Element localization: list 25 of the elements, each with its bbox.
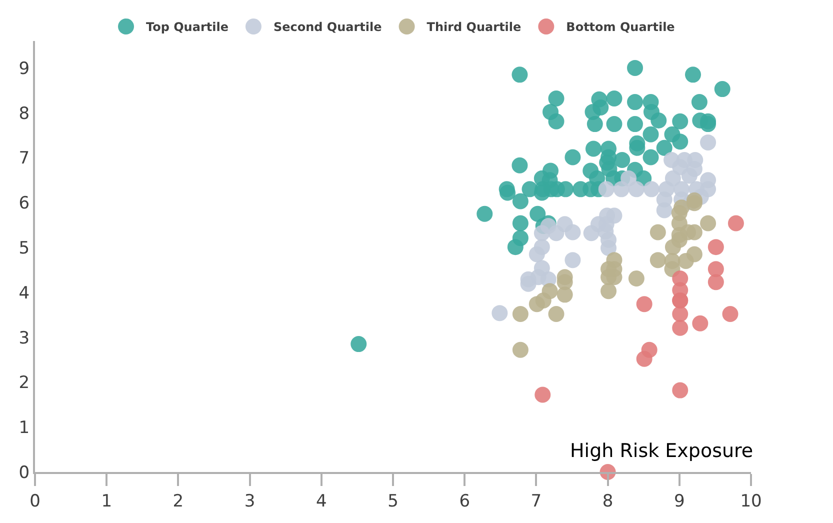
y-tick-label: 5 — [18, 238, 30, 258]
x-tick-label: 8 — [602, 491, 614, 512]
x-tick-label: 3 — [244, 491, 256, 512]
x-tick-label: 4 — [316, 491, 327, 512]
legend-label: Third Quartile — [426, 20, 522, 34]
y-tick-label: 8 — [18, 104, 30, 124]
y-tick-label: 4 — [18, 283, 30, 304]
y-tick-label: 9 — [18, 58, 30, 79]
x-tick-label: 5 — [388, 491, 398, 512]
y-tick-label: 1 — [18, 418, 30, 438]
y-tick-label: 3 — [18, 328, 30, 348]
x-tick-label: 1 — [101, 491, 112, 512]
y-tick-label: 6 — [18, 194, 30, 214]
x-tick-label: 9 — [674, 491, 685, 512]
y-tick-label: 0 — [18, 462, 30, 483]
x-tick-label: 6 — [459, 491, 470, 512]
y-tick-label: 2 — [18, 373, 30, 394]
legend-label: Bottom Quartile — [566, 20, 675, 34]
x-tick-label: 7 — [530, 491, 542, 512]
y-tick-label: 7 — [18, 148, 30, 169]
annotation: High Risk Exposure — [570, 440, 754, 462]
x-tick-label: 10 — [740, 491, 762, 512]
x-tick-label: 2 — [172, 491, 184, 512]
legend-label: Top Quartile — [146, 20, 228, 34]
legend-label: Second Quartile — [273, 20, 382, 34]
